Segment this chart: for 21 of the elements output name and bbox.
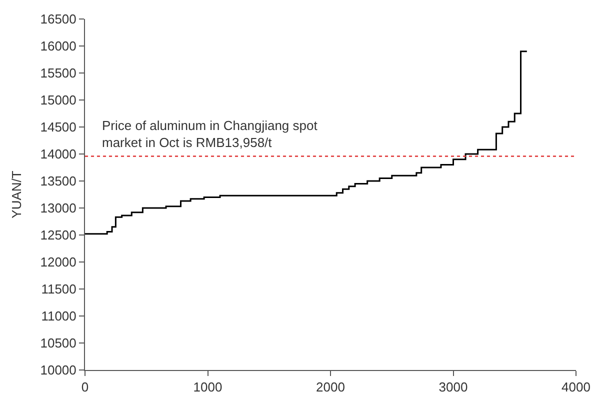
y-tick-label: 16500	[40, 12, 76, 27]
x-tick-label: 0	[81, 380, 89, 395]
y-tick-label: 10000	[40, 362, 76, 378]
y-tick-label: 10500	[40, 336, 76, 351]
x-tick-label: 2000	[316, 380, 345, 395]
y-tick-label: 12500	[40, 228, 76, 243]
x-tick-label: 4000	[562, 380, 590, 395]
y-tick-label: 11500	[41, 282, 76, 297]
x-tick-label: 1000	[193, 380, 222, 395]
y-tick-label: 15000	[40, 92, 76, 108]
y-tick-label: 12000	[40, 254, 76, 270]
y-tick-label: 15500	[40, 66, 76, 81]
y-tick-label: 13500	[40, 174, 76, 189]
y-tick-label: 13000	[40, 200, 76, 216]
x-tick-label: 3000	[438, 380, 468, 395]
y-tick-label: 14000	[40, 146, 76, 162]
y-tick-label: 14500	[40, 120, 76, 135]
y-tick-label: 11000	[41, 308, 76, 324]
ref-line-label: Price of aluminum in Changjiang spot market in Oct is RMB13,958/t	[102, 118, 318, 150]
y-tick-label: 16000	[40, 38, 76, 54]
y-axis-title: YUAN/T	[9, 170, 24, 218]
